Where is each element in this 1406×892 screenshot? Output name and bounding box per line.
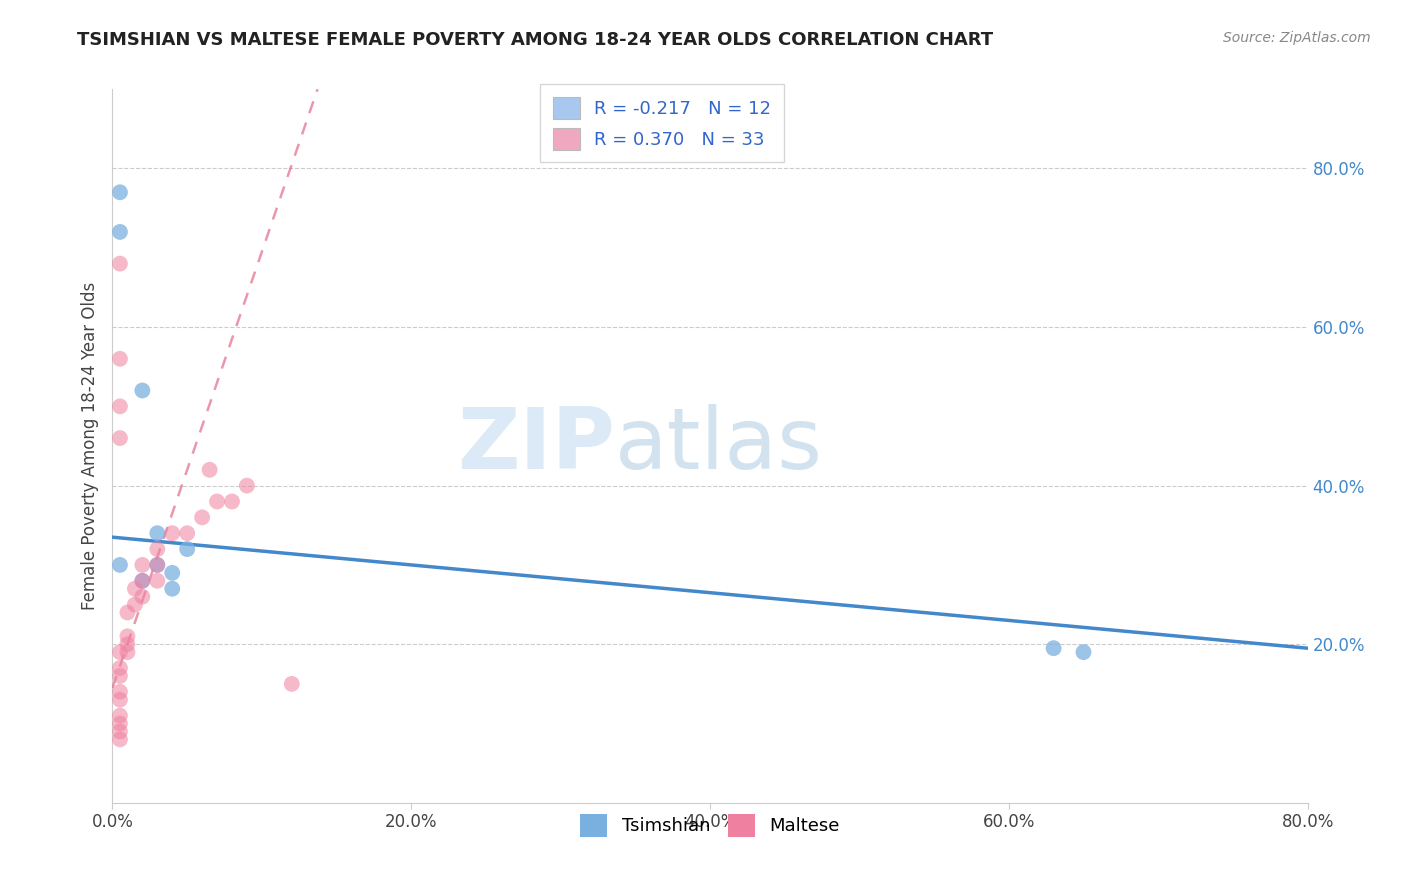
Point — [146, 558, 169, 572]
Point — [131, 590, 153, 604]
Point — [146, 542, 169, 557]
Point — [191, 510, 214, 524]
Point — [162, 526, 183, 541]
Point — [131, 574, 153, 588]
Point — [108, 431, 131, 445]
Text: Source: ZipAtlas.com: Source: ZipAtlas.com — [1223, 31, 1371, 45]
Point — [146, 558, 169, 572]
Point — [162, 566, 183, 580]
Point — [108, 351, 131, 366]
Point — [131, 558, 153, 572]
Legend: Tsimshian, Maltese: Tsimshian, Maltese — [572, 807, 848, 844]
Point — [1073, 645, 1095, 659]
Point — [108, 645, 131, 659]
Point — [162, 582, 183, 596]
Point — [117, 606, 139, 620]
Point — [124, 598, 146, 612]
Point — [108, 257, 131, 271]
Point — [236, 478, 259, 492]
Point — [108, 692, 131, 706]
Point — [108, 724, 131, 739]
Point — [108, 558, 131, 572]
Text: atlas: atlas — [614, 404, 823, 488]
Point — [124, 582, 146, 596]
Point — [117, 637, 139, 651]
Point — [117, 645, 139, 659]
Point — [108, 661, 131, 675]
Point — [198, 463, 221, 477]
Point — [108, 716, 131, 731]
Point — [281, 677, 304, 691]
Point — [117, 629, 139, 643]
Point — [131, 384, 153, 398]
Point — [108, 685, 131, 699]
Point — [108, 400, 131, 414]
Point — [1042, 641, 1064, 656]
Point — [108, 186, 131, 200]
Point — [108, 669, 131, 683]
Point — [146, 526, 169, 541]
Point — [176, 542, 198, 557]
Text: TSIMSHIAN VS MALTESE FEMALE POVERTY AMONG 18-24 YEAR OLDS CORRELATION CHART: TSIMSHIAN VS MALTESE FEMALE POVERTY AMON… — [77, 31, 994, 49]
Point — [205, 494, 228, 508]
Point — [221, 494, 243, 508]
Point — [131, 574, 153, 588]
Point — [108, 732, 131, 747]
Text: ZIP: ZIP — [457, 404, 614, 488]
Point — [108, 708, 131, 723]
Point — [176, 526, 198, 541]
Point — [146, 574, 169, 588]
Y-axis label: Female Poverty Among 18-24 Year Olds: Female Poverty Among 18-24 Year Olds — [80, 282, 98, 610]
Point — [108, 225, 131, 239]
